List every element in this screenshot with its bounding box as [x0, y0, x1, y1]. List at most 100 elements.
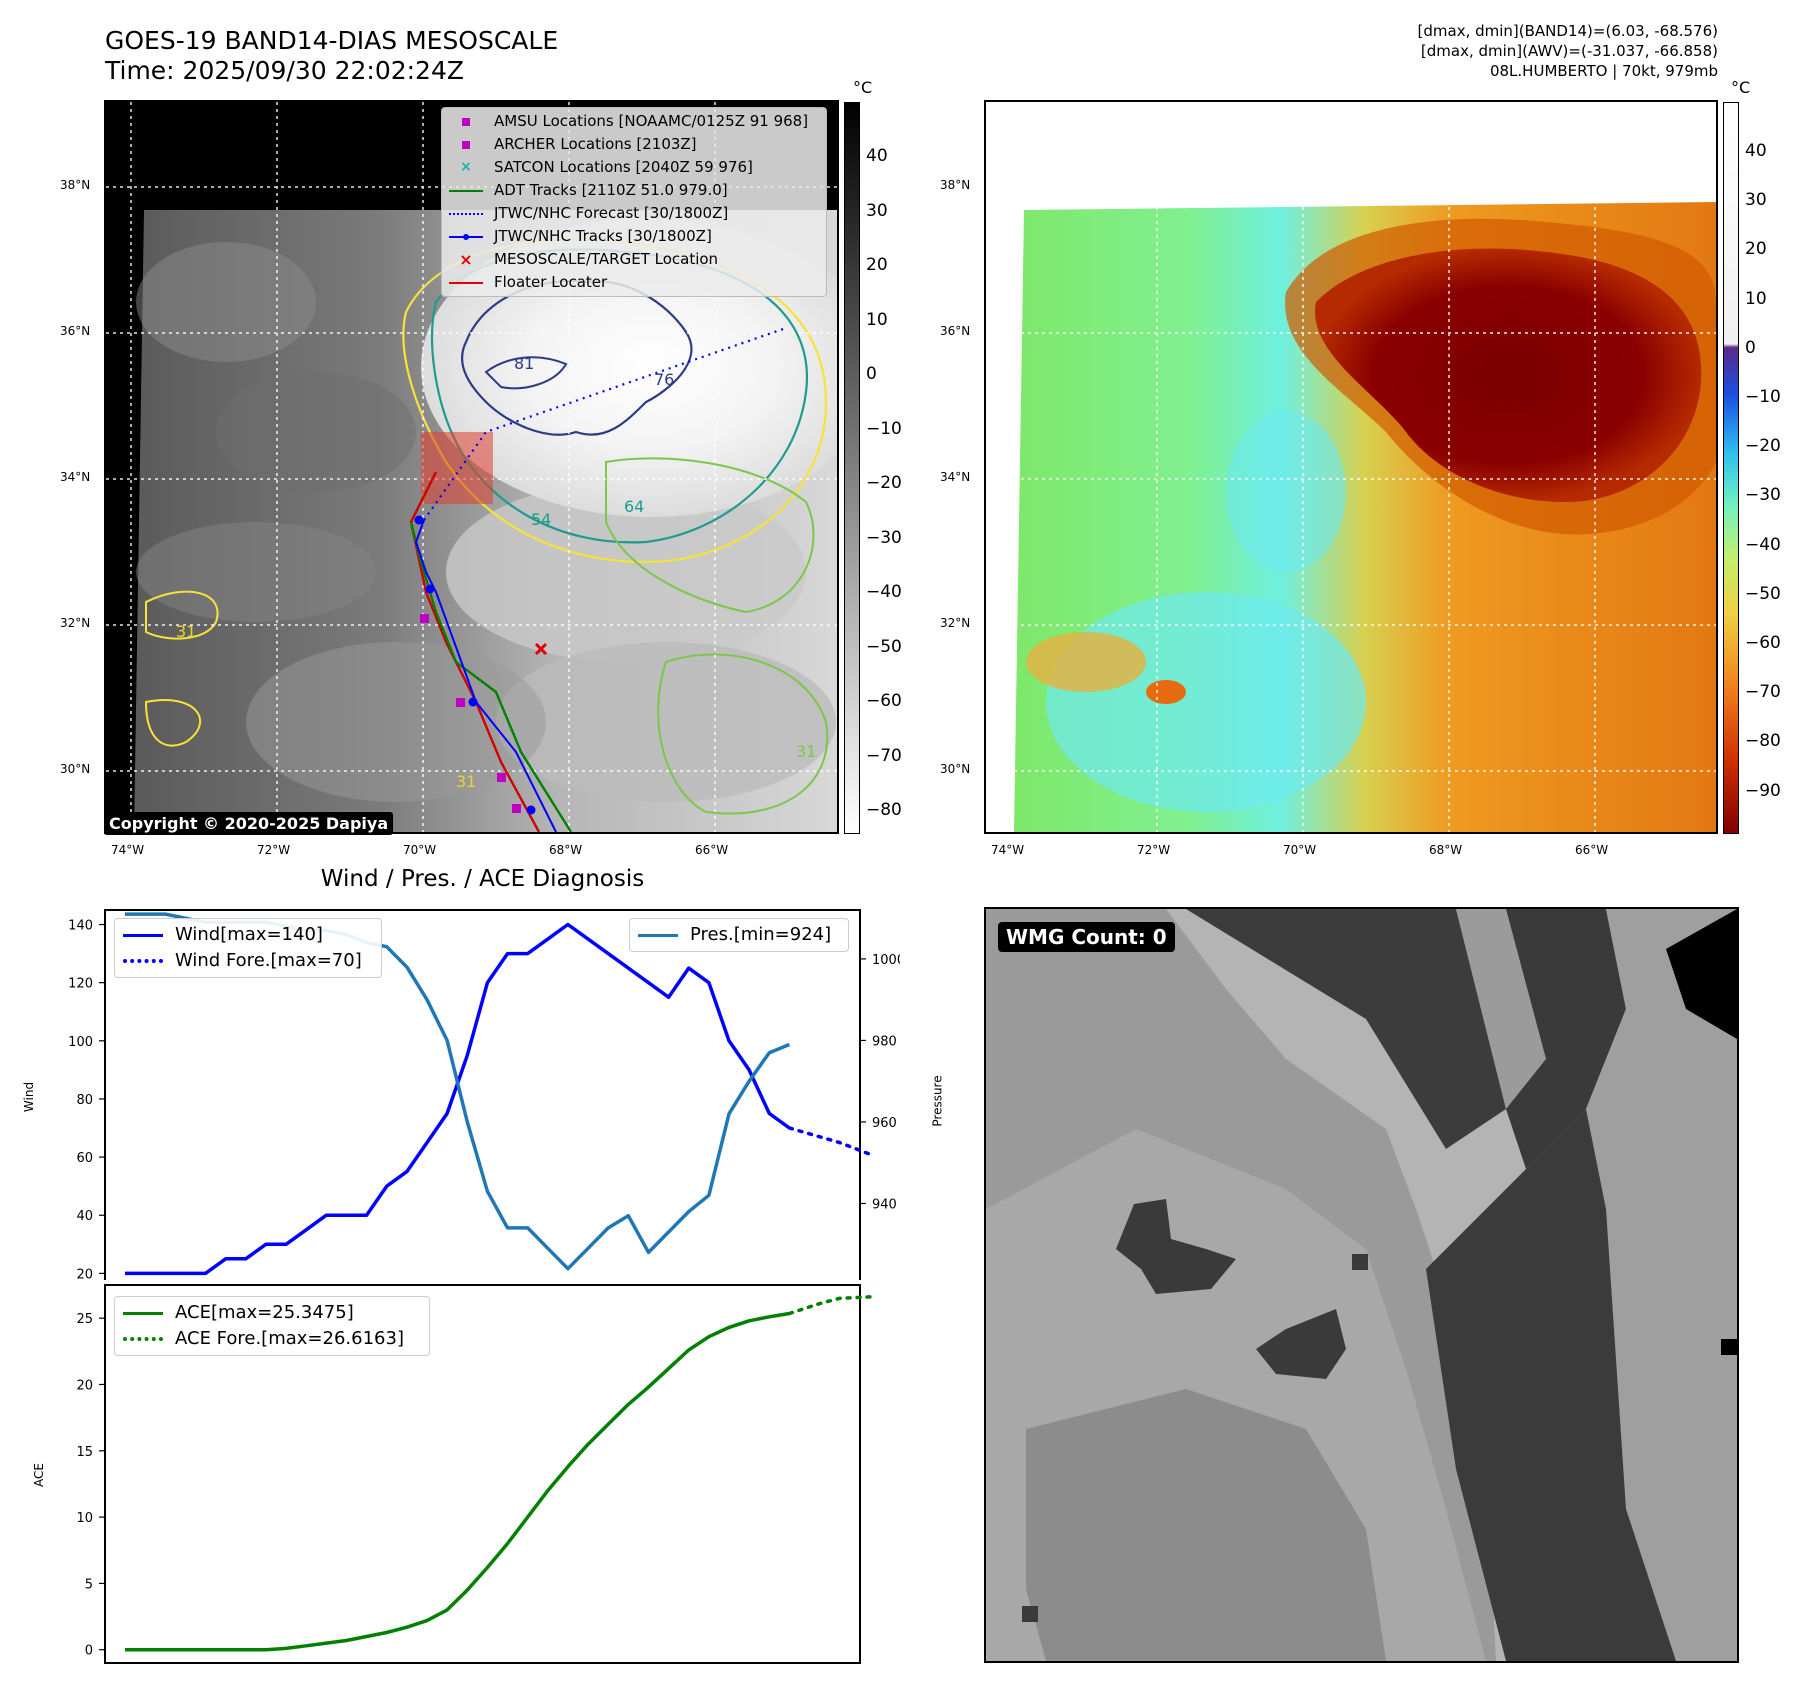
ace-legend: ACE[max=25.3475] ACE Fore.[max=26.6163] — [114, 1296, 430, 1356]
y-tick-label: 80 — [76, 1093, 93, 1108]
y-tick-label: 60 — [76, 1151, 93, 1166]
line-marker-icon — [449, 281, 483, 284]
colorbar-tick-label: −60 — [866, 691, 902, 711]
y-tick-label-right: 940 — [872, 1197, 897, 1212]
y-tick-label: 120 — [68, 977, 93, 992]
colorbar-unit: °C — [1731, 78, 1751, 97]
legend-entry-tracks: JTWC/NHC Tracks [30/1800Z] — [448, 225, 820, 248]
colorbar-tick-label: −20 — [866, 473, 902, 493]
colorbar-tick-label: 20 — [1745, 239, 1767, 260]
lat-label: 30°N — [940, 762, 971, 776]
lat-label: 30°N — [60, 762, 91, 776]
legend-entry-pressure: Pres.[min=924] — [638, 922, 840, 948]
y-tick-label: 15 — [76, 1445, 93, 1460]
legend-entry-ace: ACE[max=25.3475] — [123, 1300, 421, 1326]
lon-label: 70°W — [1283, 843, 1317, 857]
colorbar-tick-label: 10 — [866, 309, 888, 330]
contour-label: 31 — [176, 622, 197, 641]
series-line-ace-fore- — [787, 1295, 872, 1316]
colorbar-tick-label: −80 — [1745, 731, 1781, 752]
ace-axis-label: ACE — [31, 1463, 46, 1487]
colorbar-tick-label: −80 — [866, 800, 902, 820]
contour-label: 54 — [531, 510, 552, 529]
ir-map-image — [106, 102, 837, 832]
legend-entry-wind: Wind[max=140] — [123, 922, 373, 948]
lon-label: 72°W — [1137, 843, 1171, 857]
wind-axis-label: Wind — [22, 1081, 37, 1113]
colorbar-tick-label: 0 — [866, 364, 877, 384]
diagnosis-title: Wind / Pres. / ACE Diagnosis — [320, 866, 645, 892]
square-marker-icon — [462, 140, 470, 149]
dotted-line-icon — [123, 1337, 163, 1341]
y-tick-label: 5 — [85, 1577, 93, 1592]
line-marker-icon — [123, 1311, 163, 1315]
wmg-count-badge: WMG Count: 0 — [998, 922, 1175, 952]
lon-label: 72°W — [257, 843, 291, 857]
grayscale-colorbar — [844, 102, 860, 834]
legend-entry-mesoscale: × MESOSCALE/TARGET Location — [448, 248, 820, 271]
lon-label: 74°W — [111, 843, 145, 857]
colorbar-tick-label: −40 — [866, 582, 902, 602]
contour-label: 31 — [796, 742, 817, 761]
lon-label: 70°W — [403, 843, 437, 857]
colorbar-tick-label: −40 — [1745, 534, 1781, 555]
y-tick-label-right: 960 — [872, 1116, 897, 1131]
series-line-ace — [125, 1311, 790, 1652]
colorbar-tick-label: −60 — [1745, 633, 1781, 653]
lon-label: 66°W — [695, 843, 729, 857]
x-marker-icon: × — [459, 250, 473, 269]
band14-range: [dmax, dmin](BAND14)=(6.03, -68.576) — [1417, 22, 1718, 40]
lat-label: 36°N — [940, 324, 971, 338]
colorbar-tick-label: 0 — [1745, 337, 1756, 358]
line-marker-icon — [638, 933, 678, 937]
dotted-line-icon — [123, 959, 163, 963]
colorbar-tick-label: −10 — [866, 418, 902, 439]
legend-entry-forecast: JTWC/NHC Forecast [30/1800Z] — [448, 202, 820, 225]
y-tick-label: 10 — [76, 1511, 93, 1526]
colorbar-tick-label: 40 — [866, 146, 888, 166]
series-line-wind-fore- — [787, 1126, 872, 1156]
wind-legend: Wind[max=140] Wind Fore.[max=70] — [114, 918, 382, 978]
colorbar-tick-label: −90 — [1745, 780, 1781, 801]
legend-entry-ace-forecast: ACE Fore.[max=26.6163] — [123, 1326, 421, 1352]
colorbar-tick-label: −10 — [1745, 387, 1781, 407]
y-tick-label: 20 — [76, 1267, 93, 1280]
lon-label: 68°W — [1429, 843, 1463, 857]
y-tick-label-right: 980 — [872, 1034, 897, 1049]
awv-map-image — [986, 102, 1716, 832]
lat-label: 32°N — [60, 616, 91, 630]
wmg-image — [986, 909, 1737, 1661]
colorbar-tick-label: −30 — [866, 527, 902, 548]
copyright-badge: Copyright © 2020-2025 Dapiya — [104, 812, 394, 835]
pressure-legend: Pres.[min=924] — [629, 918, 849, 952]
contour-label: 81 — [514, 354, 535, 373]
colorbar-tick-label: −50 — [1745, 583, 1781, 604]
lat-label: 34°N — [60, 470, 91, 484]
lon-label: 74°W — [991, 843, 1025, 857]
figure-time: Time: 2025/09/30 22:02:24Z — [105, 56, 464, 85]
contour-label: 76 — [654, 370, 675, 389]
colorbar-tick-label: −20 — [1745, 436, 1781, 457]
figure-title: GOES-19 BAND14-DIAS MESOSCALE — [105, 26, 559, 55]
lon-label: 66°W — [1575, 843, 1609, 857]
y-tick-label: 25 — [76, 1312, 93, 1327]
legend-entry-floater: Floater Locater — [448, 271, 820, 294]
legend-entry-satcon: × SATCON Locations [2040Z 59 976] — [448, 156, 820, 179]
y-tick-label: 0 — [85, 1644, 93, 1659]
lat-label: 38°N — [60, 178, 91, 192]
lat-label: 38°N — [940, 178, 971, 192]
y-tick-label-right: 920 — [872, 1279, 897, 1280]
colorbar-tick-label: 20 — [866, 255, 888, 275]
y-tick-label: 40 — [76, 1209, 93, 1224]
colorbar-tick-label: −70 — [866, 745, 902, 766]
map-legend: AMSU Locations [NOAAMC/0125Z 91 968] ARC… — [441, 107, 827, 297]
wmg-panel — [984, 907, 1739, 1663]
y-tick-label: 100 — [68, 1035, 93, 1050]
awv-colorbar — [1723, 102, 1739, 834]
lat-label: 36°N — [60, 324, 91, 338]
awv-map-panel — [984, 100, 1718, 834]
storm-info: 08L.HUMBERTO | 70kt, 979mb — [1489, 62, 1718, 80]
contour-label: 31 — [456, 772, 477, 791]
colorbar-tick-label: −50 — [866, 636, 902, 657]
legend-entry-archer: ARCHER Locations [2103Z] — [448, 133, 820, 156]
